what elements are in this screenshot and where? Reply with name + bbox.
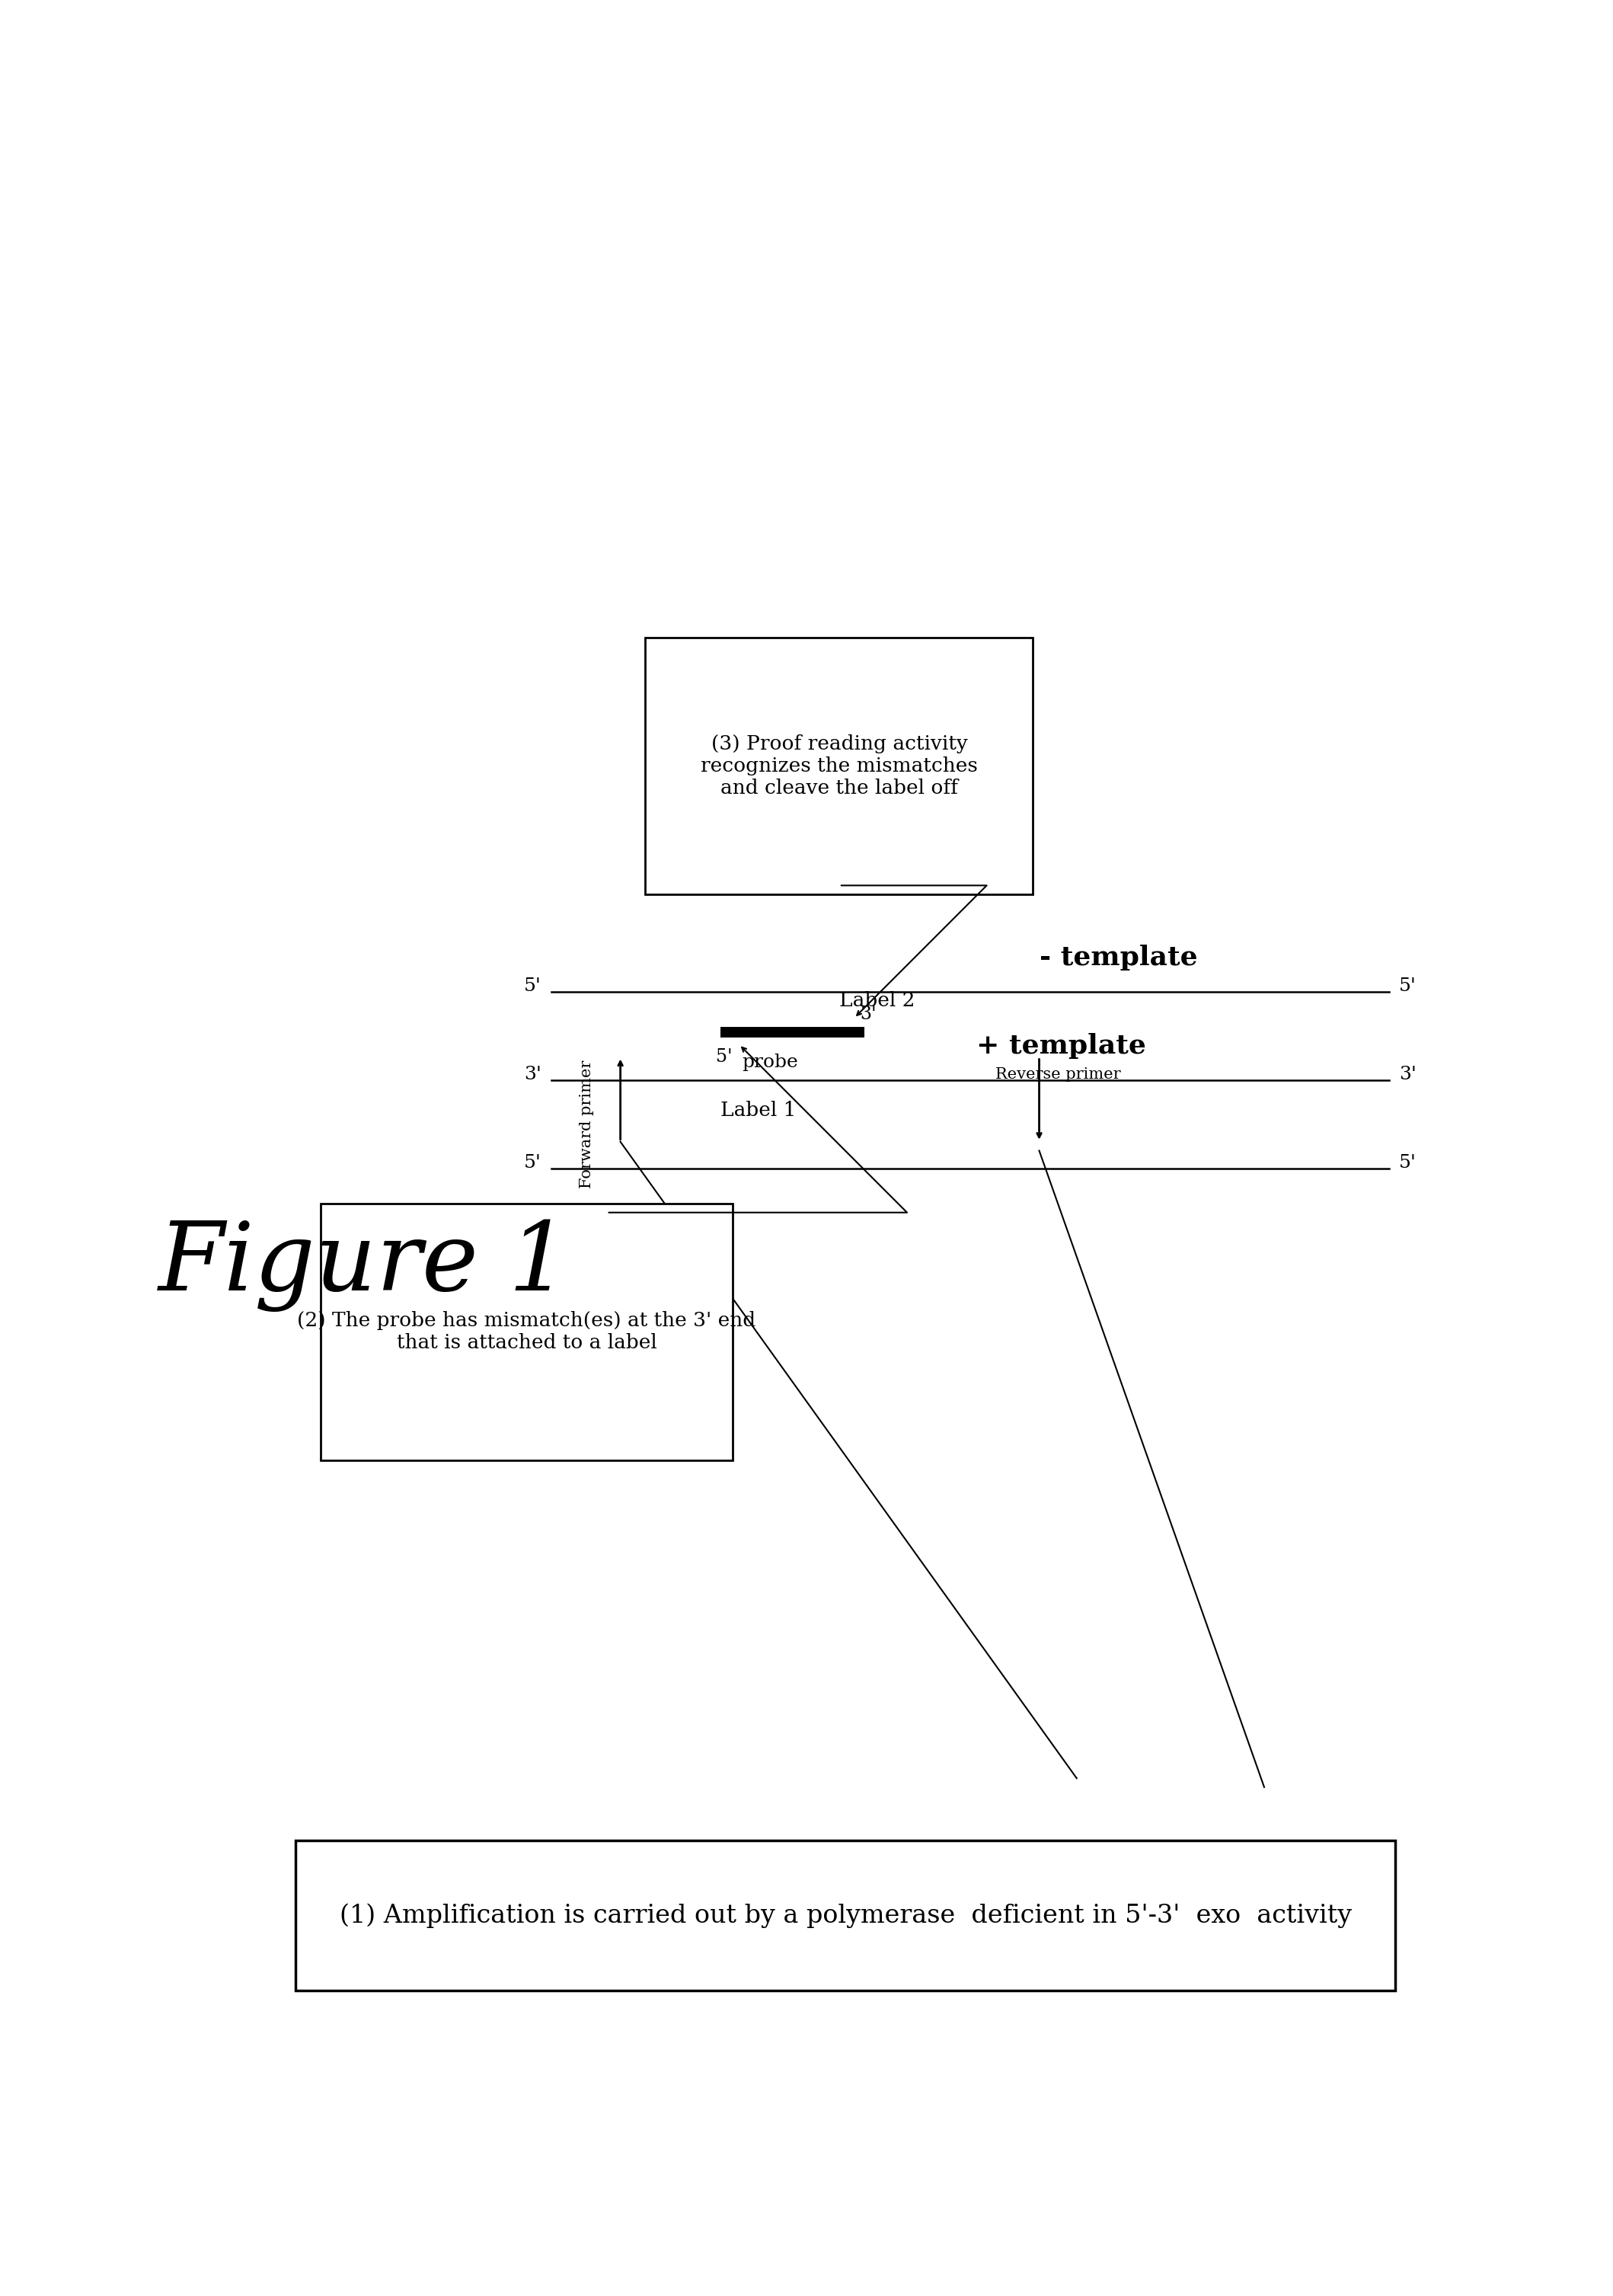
Text: 3': 3'	[524, 1065, 542, 1084]
Text: + template: + template	[977, 1033, 1147, 1058]
FancyBboxPatch shape	[321, 1203, 732, 1460]
Text: Reverse primer: Reverse primer	[995, 1068, 1121, 1081]
Text: Label 1: Label 1	[721, 1100, 797, 1120]
Text: 5': 5'	[524, 1155, 542, 1171]
Text: Forward primer: Forward primer	[579, 1061, 594, 1189]
Text: 5': 5'	[716, 1049, 732, 1065]
Text: Figure 1: Figure 1	[158, 1219, 569, 1311]
Text: 3': 3'	[860, 1006, 876, 1024]
Text: - template: - template	[1039, 944, 1197, 971]
FancyBboxPatch shape	[295, 1839, 1395, 1991]
Text: (1) Amplification is carried out by a polymerase  deficient in 5'-3'  exo  activ: (1) Amplification is carried out by a po…	[339, 1903, 1352, 1929]
FancyBboxPatch shape	[645, 638, 1032, 893]
Text: 5': 5'	[1398, 978, 1416, 994]
Text: (3) Proof reading activity
recognizes the mismatches
and cleave the label off: (3) Proof reading activity recognizes th…	[700, 735, 977, 797]
Text: Label 2: Label 2	[839, 992, 915, 1010]
Text: (2) The probe has mismatch(es) at the 3' end
that is attached to a label: (2) The probe has mismatch(es) at the 3'…	[297, 1311, 756, 1352]
Text: probe: probe	[742, 1054, 798, 1070]
Text: 3': 3'	[1398, 1065, 1416, 1084]
Text: 5': 5'	[524, 978, 542, 994]
Text: 5': 5'	[1398, 1155, 1416, 1171]
